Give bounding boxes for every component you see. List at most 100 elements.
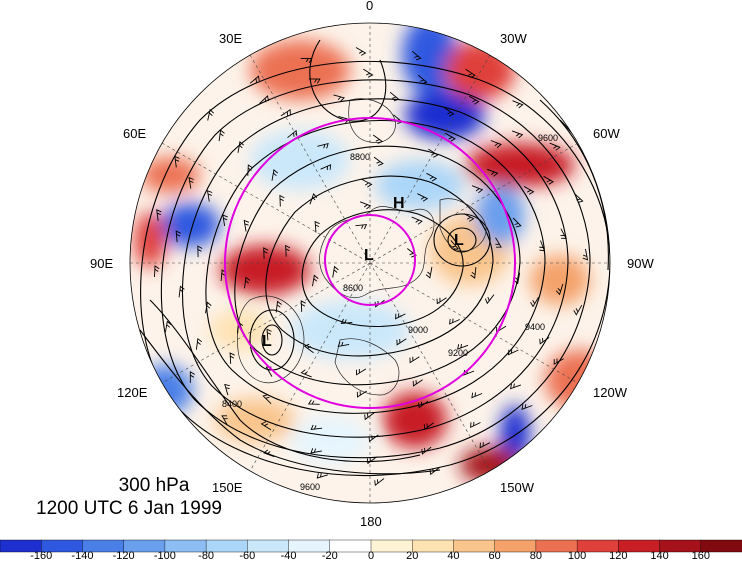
- wind-barb: [409, 356, 420, 364]
- wind-barb: [337, 341, 350, 347]
- colorbar-tick-label: 120: [609, 550, 628, 562]
- wind-barb: [471, 185, 484, 194]
- wind-barb: [574, 193, 584, 204]
- wind-barb: [470, 267, 477, 279]
- colorbar-tick-label: -120: [112, 550, 135, 562]
- longitude-label-90w: 90W: [627, 256, 654, 271]
- time-caption: 1200 UTC 6 Jan 1999: [36, 498, 222, 519]
- wind-barb: [521, 404, 533, 410]
- wind-barb: [374, 478, 385, 487]
- latlon-grid: [130, 23, 610, 503]
- colorbar-tick-label: -40: [280, 550, 297, 562]
- wind-barb: [310, 424, 323, 431]
- wind-barb: [224, 383, 230, 396]
- wind-barb: [417, 74, 428, 85]
- wind-barb: [507, 349, 519, 356]
- wind-barb: [445, 132, 456, 142]
- wind-barb: [411, 216, 423, 225]
- contour-label: 9600: [538, 133, 558, 143]
- contour-label: 9200: [448, 348, 468, 358]
- longitude-label-150e: 150E: [212, 480, 243, 495]
- wind-barb: [495, 237, 502, 248]
- wind-barb: [553, 358, 564, 365]
- wind-barb: [195, 337, 203, 350]
- wind-barb: [164, 320, 172, 333]
- low-center-east: L: [454, 232, 464, 249]
- wind-barb: [411, 50, 422, 61]
- wind-barb: [207, 108, 215, 121]
- wind-barb: [279, 194, 285, 207]
- wind-barb: [368, 434, 379, 443]
- wind-barb: [543, 175, 554, 185]
- wind-barb: [206, 190, 213, 202]
- wind-barb: [271, 169, 278, 181]
- wind-barb: [487, 168, 499, 177]
- wind-barb: [300, 369, 312, 378]
- wind-barb: [449, 318, 460, 325]
- longitude-label-60e: 60E: [123, 126, 147, 141]
- wind-barb: [262, 394, 272, 405]
- colorbar-tick-label: -60: [239, 550, 256, 562]
- map-border: [129, 22, 611, 504]
- wind-barb: [300, 300, 306, 312]
- wind-barb: [222, 214, 228, 226]
- wind-barb: [484, 294, 495, 305]
- wind-barb: [197, 245, 203, 258]
- wind-barb: [471, 392, 483, 399]
- longitude-label-120e: 120E: [117, 385, 148, 400]
- wind-barb: [418, 400, 429, 409]
- contour-label: 9400: [525, 322, 545, 332]
- colorbar-tick-label: -20: [321, 550, 338, 562]
- wind-barb: [479, 442, 491, 449]
- wind-barb: [372, 134, 384, 144]
- wind-barb: [247, 164, 253, 176]
- wind-barb: [189, 371, 195, 383]
- longitude-label-150w: 150W: [500, 480, 534, 495]
- colorbar-tick-label: 140: [650, 550, 669, 562]
- wind-barb: [243, 219, 250, 232]
- wind-barb: [389, 91, 400, 102]
- wind-barb: [363, 68, 374, 78]
- wind-barb: [178, 285, 185, 298]
- colorbar-tick-label: 160: [691, 550, 710, 562]
- wind-barb: [263, 247, 269, 259]
- wind-barb: [249, 75, 260, 84]
- wind-barb: [539, 240, 546, 252]
- wind-barb: [312, 274, 319, 287]
- wind-barb: [364, 412, 375, 421]
- wind-barb: [423, 422, 434, 431]
- wind-barb: [320, 164, 332, 171]
- wind-barb: [463, 213, 475, 222]
- wind-barb: [573, 304, 583, 316]
- wind-barb: [555, 283, 564, 296]
- wind-barb: [244, 276, 251, 289]
- longitude-label-90e: 90E: [90, 256, 114, 271]
- contour-label: 9600: [300, 482, 320, 492]
- wind-barb: [512, 217, 522, 228]
- colorbar-tick-label: 80: [529, 550, 542, 562]
- wind-barb: [513, 272, 521, 285]
- wind-barb: [174, 155, 180, 168]
- wind-barb: [188, 176, 194, 189]
- low-center-pole: L: [364, 247, 374, 264]
- wind-barb: [356, 368, 367, 376]
- wind-barb: [275, 300, 282, 313]
- longitude-label-120w: 120W: [593, 385, 627, 400]
- longitude-label-180: 180: [360, 514, 382, 529]
- wind-barb: [560, 228, 567, 239]
- wind-barb: [582, 248, 589, 261]
- longitude-label-30w: 30W: [500, 31, 527, 46]
- colorbar-tick-label: -140: [71, 550, 94, 562]
- wind-barb: [154, 265, 160, 278]
- wind-barb: [444, 107, 455, 117]
- wind-barb: [450, 240, 459, 251]
- longitude-label-30e: 30E: [219, 31, 243, 46]
- contour-label: 8800: [350, 152, 370, 162]
- wind-barb: [407, 248, 417, 258]
- contour-label: 8400: [222, 399, 242, 409]
- wind-barb: [512, 100, 524, 109]
- wind-barb: [426, 172, 438, 182]
- contour-label: 9000: [408, 325, 428, 335]
- wind-barb: [490, 140, 502, 148]
- colorbar-tick-label: 0: [367, 550, 375, 562]
